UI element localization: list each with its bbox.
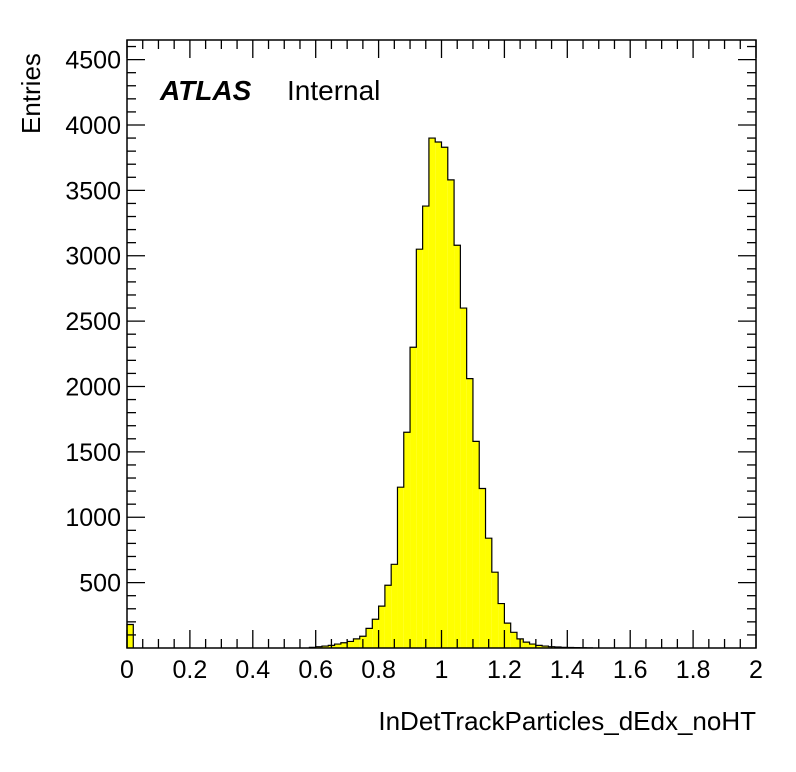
x-tick-label: 0 — [120, 656, 134, 684]
y-tick-labels: 500 1000 1500 2000 2500 3000 3500 4000 4500 — [65, 47, 121, 598]
histogram-bin — [498, 603, 505, 648]
histogram-bin — [321, 646, 329, 648]
y-tick-label: 500 — [79, 570, 121, 598]
histogram-bin — [372, 619, 379, 648]
histogram-bin — [127, 624, 134, 648]
histogram-bin — [403, 432, 411, 648]
histogram-bin — [529, 644, 536, 648]
histogram-bin — [454, 245, 461, 648]
histogram-bin — [391, 564, 398, 648]
y-tick-label: 3500 — [65, 177, 121, 205]
atlas-brand-label: ATLAS — [159, 75, 252, 106]
histogram-bin — [384, 585, 392, 648]
histogram-bin — [428, 138, 436, 648]
histogram-bin — [535, 645, 543, 648]
histogram-bin — [378, 606, 385, 648]
histogram-bin — [422, 206, 429, 648]
status-label: Internal — [287, 75, 380, 106]
histogram-bin — [491, 572, 499, 648]
x-tick-label: 0.4 — [235, 656, 270, 684]
x-tick-label: 1.8 — [676, 656, 711, 684]
histogram-bin — [479, 488, 486, 648]
histogram-bin — [466, 378, 473, 648]
histogram-bin — [347, 641, 354, 648]
histogram-bin — [542, 646, 549, 648]
histogram-bin — [510, 632, 517, 648]
histogram-bin — [366, 628, 373, 648]
y-tick-label: 3000 — [65, 243, 121, 271]
y-tick-label: 1000 — [65, 504, 121, 532]
y-tick-label: 4500 — [65, 47, 121, 75]
histogram-bars — [127, 138, 593, 649]
histogram-bin — [523, 642, 530, 648]
y-tick-label: 2500 — [65, 308, 121, 336]
x-axis-title: InDetTrackParticles_dEdx_noHT — [378, 706, 756, 736]
x-tick-label: 0.2 — [173, 656, 208, 684]
histogram-bin — [416, 249, 423, 649]
histogram-bin — [441, 147, 448, 648]
axis-ticks — [126, 40, 757, 648]
histogram-bin — [460, 308, 467, 648]
histogram-outline — [126, 137, 594, 649]
histogram-bin — [485, 538, 492, 648]
histogram-bin — [334, 644, 341, 648]
y-axis-title: Entries — [16, 53, 46, 134]
histogram-bin — [504, 623, 511, 648]
histogram-bin — [447, 179, 455, 648]
x-tick-label: 2 — [749, 656, 763, 684]
x-tick-label: 0.8 — [361, 656, 396, 684]
x-tick-labels: 0 0.2 0.4 0.6 0.8 1 1.2 1.4 1.6 1.8 2 — [120, 656, 763, 684]
histogram-bin — [435, 141, 442, 648]
x-tick-label: 1.4 — [550, 656, 585, 684]
x-tick-label: 0.6 — [298, 656, 333, 684]
x-tick-label: 1.2 — [487, 656, 522, 684]
histogram-bin — [410, 347, 417, 648]
y-tick-label: 2000 — [65, 373, 121, 401]
x-tick-label: 1.6 — [613, 656, 648, 684]
y-tick-label: 1500 — [65, 439, 121, 467]
y-tick-label: 4000 — [65, 112, 121, 140]
x-tick-label: 1 — [435, 656, 449, 684]
histogram-bin — [353, 638, 360, 648]
histogram-bin — [340, 642, 348, 648]
histogram-bin — [397, 487, 404, 648]
histogram-bin — [472, 441, 480, 648]
